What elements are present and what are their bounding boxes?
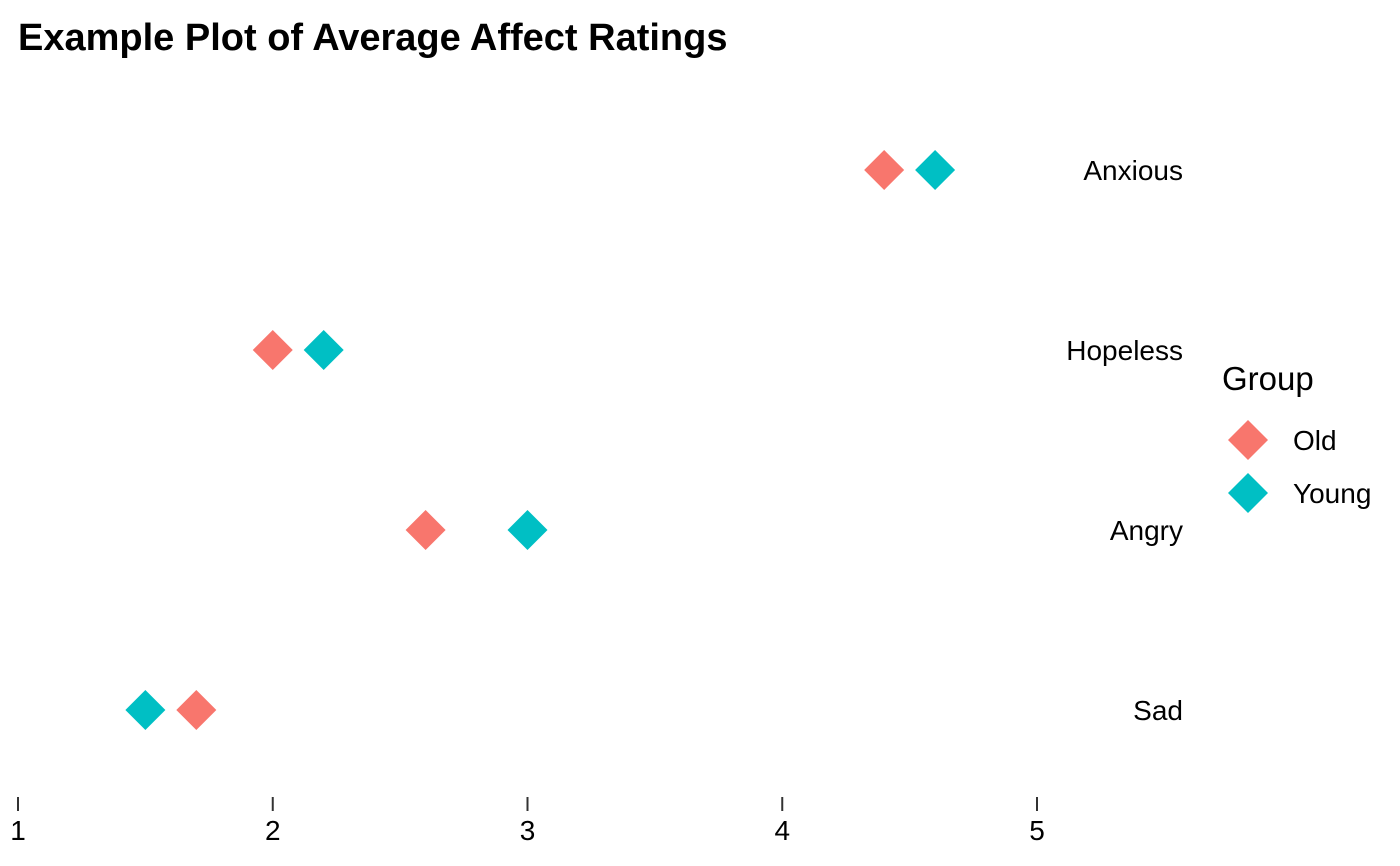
category-label-hopeless: Hopeless: [1066, 335, 1183, 366]
legend-items: Old Young: [1228, 420, 1371, 513]
legend-label-young: Young: [1293, 478, 1371, 509]
category-label-sad: Sad: [1133, 695, 1183, 726]
category-labels: Anxious Hopeless Angry Sad: [1066, 155, 1183, 726]
x-axis: 1 2 3 4 5: [10, 797, 1045, 846]
point-old-sad: [176, 690, 217, 730]
x-tick-label-1: 1: [10, 815, 26, 846]
point-young-sad: [125, 690, 166, 730]
point-young-hopeless: [303, 330, 344, 370]
x-tick-label-4: 4: [774, 815, 790, 846]
point-young-anxious: [915, 150, 956, 190]
point-old-anxious: [864, 150, 905, 190]
point-young-angry: [507, 510, 548, 550]
point-old-angry: [405, 510, 446, 550]
chart-title: Example Plot of Average Affect Ratings: [18, 17, 728, 59]
x-tick-label-2: 2: [265, 815, 281, 846]
legend-key-old: [1228, 420, 1268, 460]
category-label-anxious: Anxious: [1083, 155, 1183, 186]
x-tick-label-5: 5: [1029, 815, 1045, 846]
legend-label-old: Old: [1293, 425, 1337, 456]
category-label-angry: Angry: [1110, 515, 1183, 546]
legend: Group Old Young: [1222, 360, 1371, 513]
legend-title: Group: [1222, 360, 1314, 397]
data-points: [125, 150, 956, 730]
point-old-hopeless: [252, 330, 293, 370]
x-tick-label-3: 3: [520, 815, 536, 846]
legend-key-young: [1228, 473, 1268, 513]
